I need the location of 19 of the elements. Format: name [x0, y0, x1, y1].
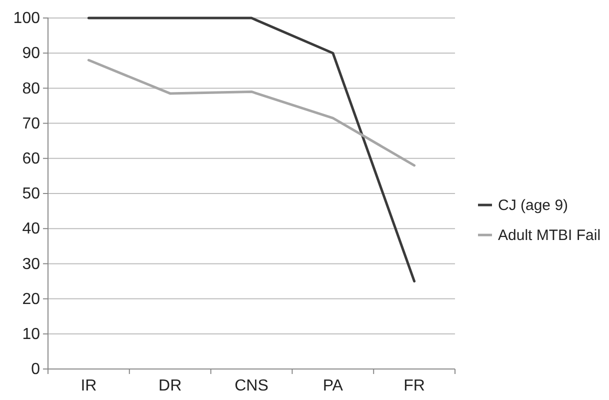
x-tick-label: IR: [80, 377, 97, 394]
y-tick-label: 90: [22, 45, 40, 62]
y-tick-label: 70: [22, 115, 40, 132]
legend-label: Adult MTBI Fail: [498, 227, 601, 244]
line-series: [87, 58, 416, 167]
y-tick-label: 80: [22, 80, 40, 98]
y-tick-label: 20: [22, 290, 40, 308]
y-tick-label: 100: [13, 10, 40, 28]
x-tick-label: PA: [322, 377, 344, 394]
x-tick-label: DR: [158, 377, 182, 394]
y-tick-label: 40: [22, 220, 40, 238]
y-tick-label: 0: [31, 361, 40, 378]
y-tick-label: 30: [22, 256, 40, 273]
legend-label: CJ (age 9): [498, 197, 568, 214]
x-tick-label: CNS: [234, 377, 268, 394]
y-tick-label: 50: [22, 186, 40, 203]
y-tick-label: 60: [22, 150, 40, 168]
y-tick-label: 10: [22, 326, 40, 344]
x-tick-label: FR: [404, 377, 425, 394]
